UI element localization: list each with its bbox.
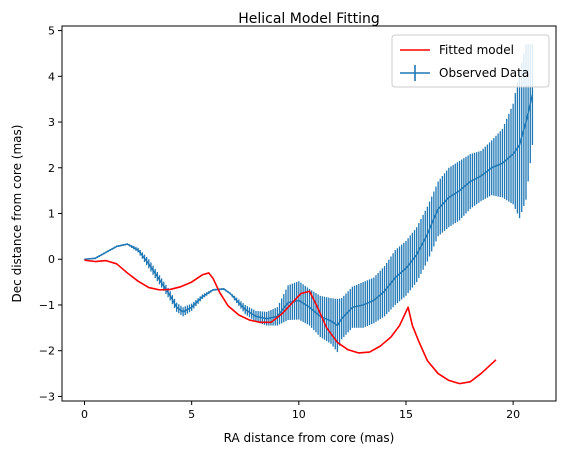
x-tick-label: 0 bbox=[81, 408, 88, 421]
chart-title: Helical Model Fitting bbox=[238, 11, 380, 27]
x-tick-label: 15 bbox=[399, 408, 413, 421]
x-tick-label: 10 bbox=[292, 408, 306, 421]
y-tick-label: 4 bbox=[48, 70, 55, 83]
x-tick-label: 20 bbox=[506, 408, 520, 421]
plot-area bbox=[83, 44, 534, 385]
y-tick-label: 2 bbox=[48, 162, 55, 175]
y-tick-label: −3 bbox=[39, 390, 55, 403]
y-tick-label: −2 bbox=[39, 345, 55, 358]
y-tick-label: 0 bbox=[48, 253, 55, 266]
y-tick-label: 1 bbox=[48, 208, 55, 221]
x-axis-ticks: 0 5 10 15 20 bbox=[81, 401, 520, 421]
x-axis-label: RA distance from core (mas) bbox=[224, 431, 395, 445]
legend-fitted-model-label: Fitted model bbox=[439, 43, 514, 57]
x-tick-label: 5 bbox=[188, 408, 195, 421]
legend-observed-data-label: Observed Data bbox=[439, 66, 529, 80]
observed-data-line bbox=[84, 94, 534, 327]
y-tick-label: −1 bbox=[39, 299, 55, 312]
y-axis-label: Dec distance from core (mas) bbox=[10, 125, 24, 303]
fitted-model-line bbox=[84, 259, 497, 385]
legend-box bbox=[391, 34, 550, 88]
y-tick-label: 5 bbox=[48, 25, 55, 38]
legend: Fitted model Observed Data bbox=[391, 34, 550, 88]
y-axis-ticks: −3 −2 −1 0 1 2 3 4 5 bbox=[39, 25, 62, 403]
observed-data-series bbox=[83, 44, 534, 353]
y-tick-label: 3 bbox=[48, 116, 55, 129]
